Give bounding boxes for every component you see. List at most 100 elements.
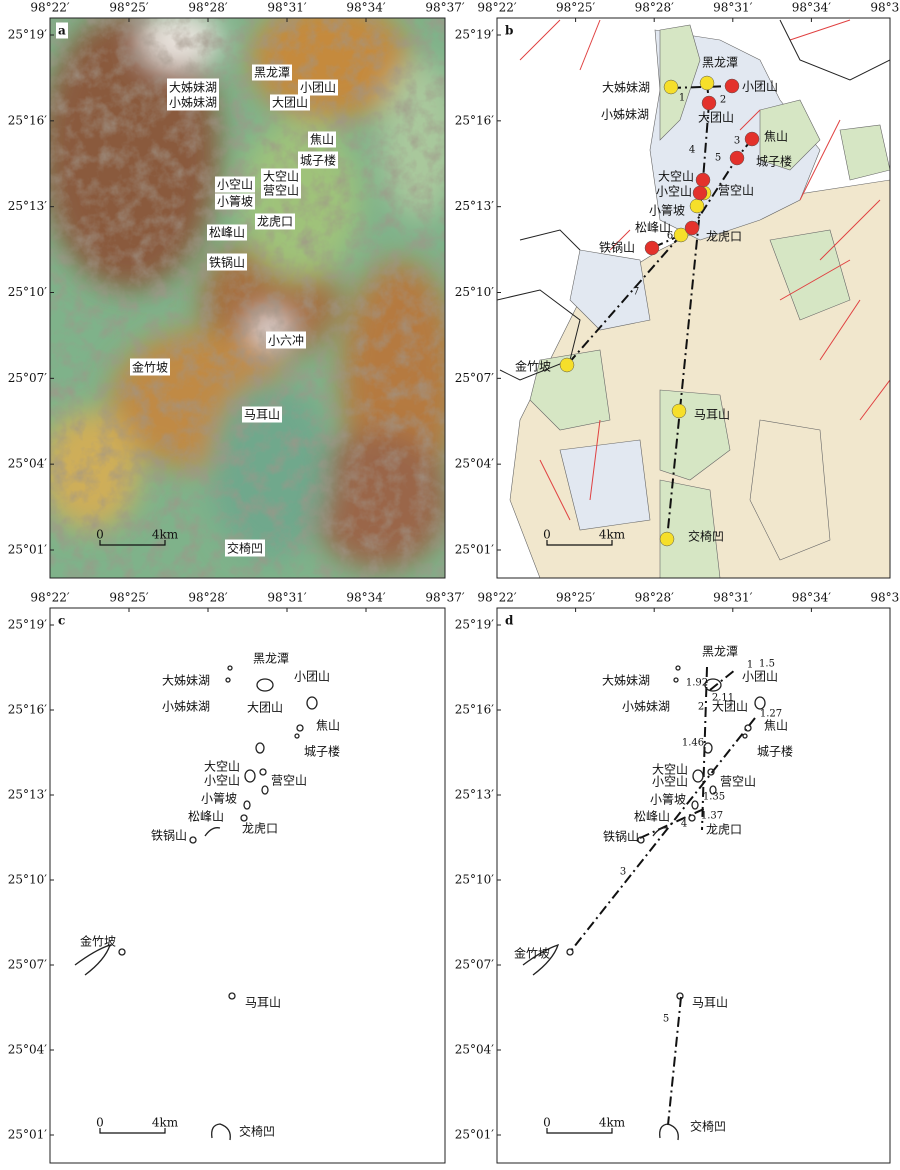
place-label: 金竹坡 xyxy=(80,934,116,949)
lon-label: 98°28′ xyxy=(188,591,228,605)
scale-bar xyxy=(546,540,613,546)
place-label: 马耳山 xyxy=(694,408,730,422)
outline xyxy=(261,785,269,795)
outline xyxy=(744,724,752,732)
place-label: 大姊妹湖 xyxy=(602,80,650,95)
label-box xyxy=(56,22,68,39)
outline xyxy=(240,814,248,822)
lon-label: 98°34′ xyxy=(346,1,386,15)
place-label: 大空山 xyxy=(658,170,694,184)
lat-label: 25°01′ xyxy=(455,543,495,557)
lon-label: 98°22′ xyxy=(477,591,517,605)
outline xyxy=(566,948,574,956)
outline xyxy=(118,948,126,956)
place-label: 松峰山 xyxy=(635,221,671,235)
place-label: 小箐坡 xyxy=(217,195,253,209)
lon-label: 98°25′ xyxy=(109,1,149,15)
segment-number: 1.27 xyxy=(760,709,782,720)
outline xyxy=(259,768,267,776)
outline xyxy=(703,742,713,754)
label-box xyxy=(307,131,337,148)
label-box xyxy=(297,151,339,169)
place-label: 交椅凹 xyxy=(239,1124,275,1139)
outline xyxy=(707,768,715,776)
place-label: 焦山 xyxy=(316,719,340,733)
place-label: 交椅凹 xyxy=(227,541,263,556)
place-label: 小姊妹湖 xyxy=(169,95,217,110)
scale-label: 4km xyxy=(152,528,179,542)
place-label: 黑龙潭 xyxy=(254,66,290,80)
place-label: 小姊妹湖 xyxy=(162,699,210,714)
place-label: 小六冲 xyxy=(268,333,304,348)
segment-number: 1.5 xyxy=(759,659,775,670)
scale-label: 0 xyxy=(543,528,551,542)
lon-label: 98°25′ xyxy=(556,591,596,605)
panel-letter: d xyxy=(505,614,514,628)
outline xyxy=(692,769,704,783)
place-label: 焦山 xyxy=(764,719,788,733)
lat-label: 25°19′ xyxy=(455,28,495,42)
scale-label: 4km xyxy=(152,1116,179,1130)
place-label: 马耳山 xyxy=(244,408,280,422)
place-label: 大团山 xyxy=(247,701,283,715)
label-box xyxy=(166,93,220,111)
label-box xyxy=(254,213,296,230)
lat-label: 25°13′ xyxy=(8,788,48,802)
label-box xyxy=(260,182,302,199)
place-label: 小箐坡 xyxy=(649,204,685,218)
scale-label: 0 xyxy=(543,1116,551,1130)
label-box xyxy=(206,224,248,241)
outline xyxy=(673,677,679,683)
place-label: 营空山 xyxy=(718,184,754,198)
label-box xyxy=(224,539,266,557)
lat-label: 25°19′ xyxy=(455,618,495,632)
lon-label: 98°28′ xyxy=(635,1,675,15)
scale-label: 4km xyxy=(599,1116,626,1130)
lat-label: 25°07′ xyxy=(8,958,48,972)
place-label: 小空山 xyxy=(204,774,240,788)
outline xyxy=(676,992,684,1000)
segment-number: 1.92 xyxy=(686,678,708,689)
place-label: 黑龙潭 xyxy=(702,56,738,70)
place-label: 小箐坡 xyxy=(201,792,237,806)
lat-label: 25°10′ xyxy=(8,873,48,887)
segment-number: 4 xyxy=(681,819,687,830)
lat-label: 25°13′ xyxy=(455,199,495,213)
place-label: 龙虎口 xyxy=(706,823,742,837)
segment-number: 2 xyxy=(720,95,726,106)
place-label: 小团山 xyxy=(742,670,778,684)
place-label: 金竹坡 xyxy=(132,360,168,375)
outline xyxy=(294,733,300,739)
label-box xyxy=(297,79,339,96)
place-label: 大空山 xyxy=(652,763,688,777)
outline xyxy=(709,785,717,795)
lon-label: 98°34′ xyxy=(792,591,832,605)
place-label: 铁锅山 xyxy=(151,828,187,843)
place-label: 营空山 xyxy=(271,774,307,788)
place-label: 大空山 xyxy=(204,760,240,774)
lon-label: 98°37′ xyxy=(870,1,900,15)
lat-label: 25°16′ xyxy=(455,703,495,717)
lat-label: 25°01′ xyxy=(8,543,48,557)
outline xyxy=(522,943,560,976)
segment-number: 1.35 xyxy=(703,792,725,803)
scale-bar xyxy=(546,1128,613,1134)
place-label: 城子楼 xyxy=(756,154,792,169)
place-label: 小箐坡 xyxy=(650,793,686,807)
place-label: 大姊妹湖 xyxy=(169,80,217,95)
place-label: 黑龙潭 xyxy=(253,652,289,666)
place-label: 小空山 xyxy=(652,775,688,789)
place-label: 小团山 xyxy=(742,80,778,94)
place-label: 大姊妹湖 xyxy=(602,673,650,688)
outline xyxy=(754,696,766,710)
lon-label: 98°22′ xyxy=(30,591,70,605)
place-label: 小空山 xyxy=(656,185,692,199)
outline xyxy=(659,1123,679,1141)
label-box xyxy=(214,193,256,210)
outline xyxy=(227,665,233,671)
segment-number: 2.11 xyxy=(712,693,734,704)
scale-label: 0 xyxy=(96,528,104,542)
place-label: 焦山 xyxy=(764,130,788,144)
lon-label: 98°37′ xyxy=(870,591,900,605)
